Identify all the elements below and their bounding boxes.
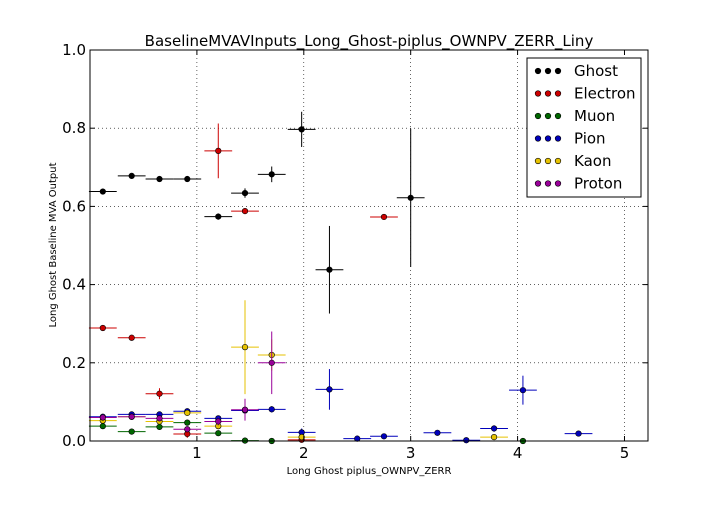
data-point [298, 126, 305, 133]
data-point [241, 406, 249, 413]
legend-marker [534, 112, 542, 120]
legend-marker [534, 67, 542, 75]
x-tick-label: 3 [406, 444, 416, 462]
data-point [490, 433, 498, 441]
data-point [128, 413, 135, 420]
data-point [99, 414, 106, 421]
data-point [184, 409, 191, 416]
data-point [215, 213, 222, 220]
data-point [184, 426, 191, 433]
legend-marker [534, 90, 542, 97]
series-muon [88, 419, 537, 445]
legend-marker [554, 90, 562, 97]
legend-entry-proton: Proton [534, 175, 622, 193]
data-marks [88, 111, 593, 445]
legend-marker [544, 67, 552, 75]
data-point [434, 429, 441, 436]
y-tick-label: 0.0 [62, 432, 86, 450]
legend-marker [544, 157, 552, 165]
series-ghost [88, 111, 425, 314]
legend-marker [534, 135, 542, 142]
data-point [463, 437, 470, 444]
legend-marker [554, 180, 562, 187]
data-point [241, 207, 249, 215]
data-point [268, 171, 275, 178]
data-point [380, 213, 388, 221]
legend-label: Kaon [574, 152, 611, 170]
legend-label: Electron [574, 85, 636, 103]
data-point [215, 430, 222, 437]
legend-entry-electron: Electron [534, 85, 636, 103]
legend-entry-ghost: Ghost [534, 62, 618, 80]
series-proton [88, 331, 286, 433]
data-point [407, 194, 414, 201]
chart-title: BaselineMVAVInputs_Long_Ghost-piplus_OWN… [145, 32, 594, 51]
series-electron [88, 123, 398, 443]
data-point [241, 190, 249, 197]
data-point [380, 433, 388, 440]
legend-label: Proton [574, 175, 622, 193]
data-point [215, 418, 222, 425]
data-point [99, 324, 106, 332]
legend-marker [554, 112, 562, 120]
data-point [241, 344, 249, 351]
y-tick-label: 0.8 [62, 119, 86, 137]
x-tick-label: 5 [620, 444, 630, 462]
y-axis-label: Long Ghost Baseline MVA Output [48, 162, 59, 327]
legend-label: Ghost [574, 62, 618, 80]
data-point [156, 390, 163, 397]
data-point [128, 172, 135, 180]
y-tick-label: 0.6 [62, 197, 86, 215]
legend-entry-kaon: Kaon [534, 152, 611, 170]
x-tick-label: 4 [513, 444, 523, 462]
legend-entry-pion: Pion [534, 130, 606, 148]
plot-frame [89, 49, 649, 442]
data-point [490, 425, 498, 432]
legend-label: Pion [574, 130, 606, 148]
axis-ticks: 1 2 3 4 5 0.0 0.2 0.4 0.6 0.8 1.0 [62, 41, 648, 462]
x-axis-label: Long Ghost piplus_OWNPV_ZERR [287, 466, 452, 477]
data-point [519, 387, 527, 394]
legend-marker [554, 67, 562, 75]
y-tick-label: 1.0 [62, 41, 86, 59]
data-point [268, 359, 275, 366]
data-point [156, 175, 163, 183]
legend-frame [526, 57, 642, 198]
data-point [268, 406, 275, 413]
data-point [575, 430, 582, 437]
data-point [298, 433, 305, 441]
y-tick-label: 0.4 [62, 276, 86, 294]
legend: Ghost Electron Muon Pion Kaon Proton [526, 57, 642, 198]
legend-marker [544, 135, 552, 142]
legend-marker [544, 90, 552, 97]
data-point [156, 415, 163, 422]
data-point [99, 423, 106, 430]
data-point [128, 428, 135, 435]
data-point [184, 419, 191, 426]
data-point [128, 334, 135, 341]
legend-entry-muon: Muon [534, 107, 615, 125]
data-point [99, 188, 106, 195]
data-point [215, 147, 222, 154]
x-tick-label: 1 [192, 444, 202, 462]
legend-marker [534, 180, 542, 187]
data-point [156, 423, 163, 431]
data-point [326, 386, 333, 393]
data-point [326, 266, 333, 273]
legend-marker [554, 157, 562, 165]
data-point [184, 175, 191, 183]
x-tick-label: 2 [299, 444, 309, 462]
legend-marker [554, 135, 562, 142]
legend-label: Muon [574, 107, 615, 125]
legend-marker [544, 112, 552, 120]
legend-marker [544, 180, 552, 187]
y-tick-label: 0.2 [62, 354, 86, 372]
legend-marker [534, 157, 542, 165]
